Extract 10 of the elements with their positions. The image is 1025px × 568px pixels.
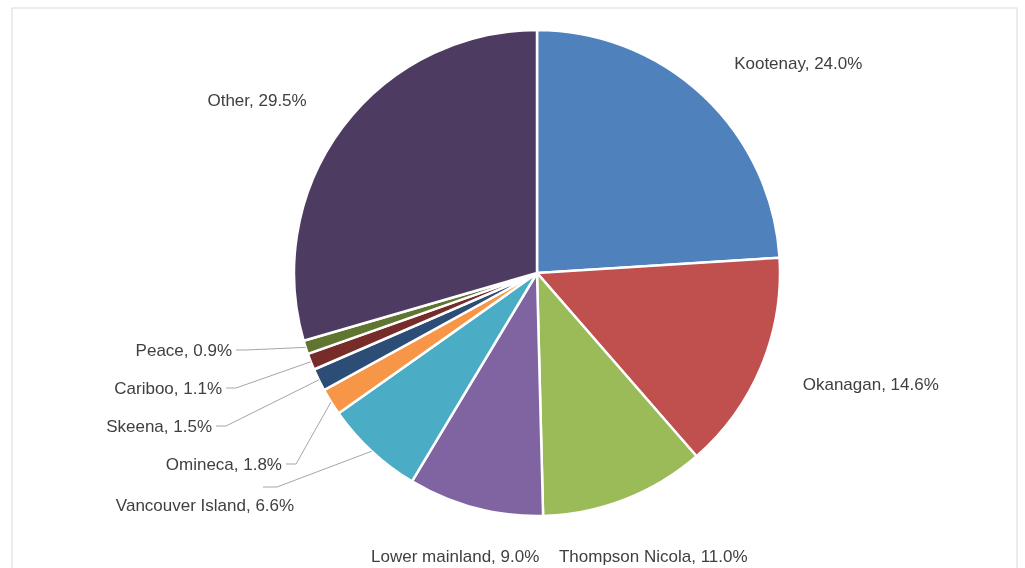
slice-label: Cariboo, 1.1%	[114, 378, 222, 398]
slice-label: Kootenay, 24.0%	[734, 54, 863, 74]
slice-label: Peace, 0.9%	[135, 340, 232, 360]
slice-label: Vancouver Island, 6.6%	[115, 495, 295, 515]
slice-label: Other, 29.5%	[207, 91, 307, 111]
slice-label: Skeena, 1.5%	[106, 416, 212, 436]
slice-label: Omineca, 1.8%	[165, 454, 282, 474]
slice-label: Lower mainland, 9.0%	[371, 546, 540, 566]
slice-label: Okanagan, 14.6%	[802, 375, 939, 394]
slice-label: Thompson Nicola, 11.0%	[558, 546, 748, 566]
